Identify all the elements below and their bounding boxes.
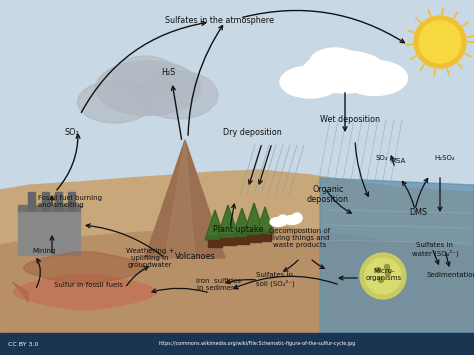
Text: Mining: Mining (32, 248, 55, 254)
Polygon shape (244, 203, 264, 235)
Polygon shape (205, 210, 225, 240)
Ellipse shape (343, 60, 408, 95)
Circle shape (365, 258, 401, 294)
Text: Sulfates in
soil (SO₄²⁻): Sulfates in soil (SO₄²⁻) (255, 272, 294, 287)
Polygon shape (259, 212, 271, 229)
Text: Sedimentation: Sedimentation (427, 272, 474, 278)
Circle shape (419, 21, 461, 63)
Ellipse shape (78, 81, 153, 123)
Text: CC BY 3.0: CC BY 3.0 (8, 342, 38, 346)
Circle shape (360, 253, 406, 299)
Circle shape (278, 215, 288, 225)
Polygon shape (220, 210, 236, 233)
Text: MSA: MSA (391, 158, 406, 164)
Circle shape (379, 278, 383, 283)
Text: Micro-
organisms: Micro- organisms (366, 268, 402, 281)
Circle shape (292, 213, 302, 223)
Text: Sulfur in fossil fuels: Sulfur in fossil fuels (54, 282, 122, 288)
Text: https://commons.wikimedia.org/wiki/File:Schematic-figure-of-the-sulfur-cycle.jpg: https://commons.wikimedia.org/wiki/File:… (158, 342, 356, 346)
Bar (42, 192, 49, 210)
Text: Fossil fuel burning
and smelting: Fossil fuel burning and smelting (38, 195, 102, 208)
Polygon shape (236, 236, 249, 244)
Polygon shape (246, 235, 261, 241)
Bar (55, 192, 62, 210)
Bar (68, 192, 75, 210)
Bar (18, 210, 80, 255)
Polygon shape (145, 140, 225, 258)
Text: Weathering +
uplifting in
groundwater: Weathering + uplifting in groundwater (126, 248, 174, 268)
Ellipse shape (138, 71, 218, 119)
Ellipse shape (270, 218, 286, 226)
Ellipse shape (284, 215, 300, 224)
Text: Dry deposition: Dry deposition (223, 128, 282, 137)
Ellipse shape (310, 48, 360, 76)
Text: SO₂: SO₂ (64, 128, 79, 137)
Text: Iron  sulfides
in sediment: Iron sulfides in sediment (196, 278, 240, 291)
Polygon shape (236, 213, 249, 231)
Polygon shape (259, 234, 271, 241)
Polygon shape (24, 252, 145, 284)
Circle shape (414, 16, 466, 68)
Text: Organic
deposition: Organic deposition (307, 185, 349, 204)
Text: Wet deposition: Wet deposition (320, 115, 380, 124)
Text: Volcanoes: Volcanoes (174, 252, 215, 261)
Circle shape (375, 268, 381, 273)
Polygon shape (233, 208, 252, 236)
Circle shape (385, 271, 391, 275)
Bar (28, 192, 35, 210)
Polygon shape (208, 215, 222, 235)
Text: Sulfates in the atmosphere: Sulfates in the atmosphere (165, 16, 274, 25)
Polygon shape (217, 205, 239, 238)
Text: H₂SO₄: H₂SO₄ (435, 155, 456, 161)
Bar (18, 205, 80, 211)
Bar (0, 333, 474, 355)
Polygon shape (220, 238, 236, 245)
Text: Plant uptake: Plant uptake (213, 225, 263, 234)
Polygon shape (165, 140, 195, 258)
Polygon shape (0, 225, 474, 333)
Text: Decomposition of
living things and
waste products: Decomposition of living things and waste… (269, 228, 330, 248)
Text: H₂S: H₂S (161, 68, 175, 77)
Text: DMS: DMS (409, 208, 427, 217)
Polygon shape (320, 178, 474, 333)
Polygon shape (208, 240, 222, 247)
Ellipse shape (280, 66, 340, 98)
Ellipse shape (95, 60, 201, 115)
Polygon shape (246, 208, 261, 229)
Polygon shape (0, 170, 474, 333)
Ellipse shape (112, 56, 177, 94)
Polygon shape (12, 282, 28, 302)
Ellipse shape (302, 51, 388, 93)
Polygon shape (14, 274, 156, 310)
Text: SO₂: SO₂ (376, 155, 388, 161)
Polygon shape (256, 207, 274, 234)
Circle shape (384, 264, 390, 269)
Text: Sulfates in
water (SO₄²⁻): Sulfates in water (SO₄²⁻) (411, 242, 458, 257)
Polygon shape (12, 282, 28, 302)
